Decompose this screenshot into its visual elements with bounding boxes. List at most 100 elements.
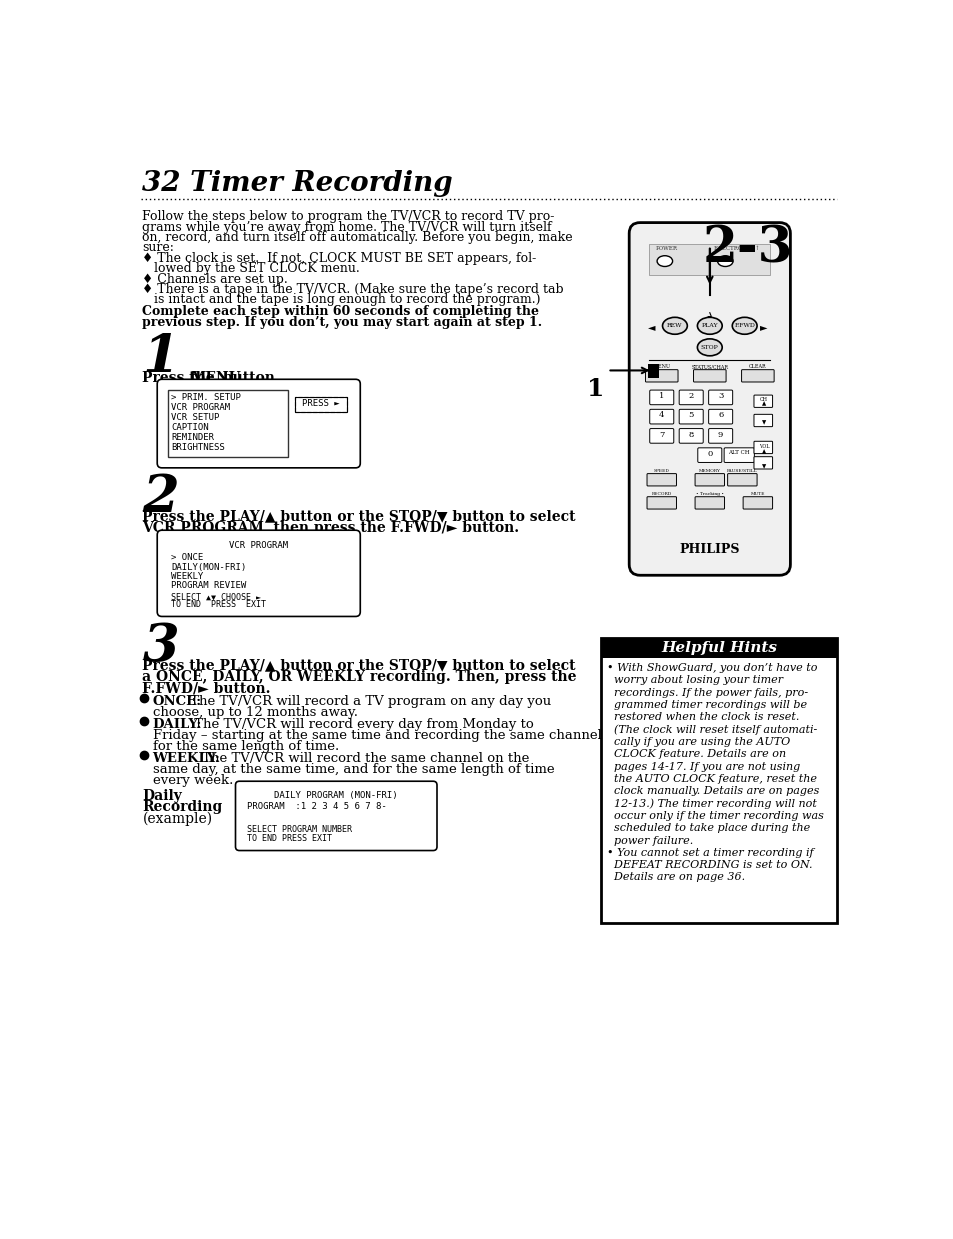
Text: DAILY(MON-FRI): DAILY(MON-FRI) <box>171 563 246 571</box>
FancyBboxPatch shape <box>727 473 757 486</box>
Text: VCR PROGRAM, then press the F.FWD/► button.: VCR PROGRAM, then press the F.FWD/► butt… <box>142 520 519 535</box>
Text: lowed by the SET CLOCK menu.: lowed by the SET CLOCK menu. <box>142 263 360 275</box>
Text: 6: 6 <box>718 411 722 419</box>
Text: ▲: ▲ <box>761 449 765 453</box>
Text: F.FWD: F.FWD <box>734 323 755 328</box>
Text: clock manually. Details are on pages: clock manually. Details are on pages <box>607 787 819 797</box>
Text: BRIGHTNESS: BRIGHTNESS <box>171 444 225 452</box>
Text: worry about losing your timer: worry about losing your timer <box>607 675 782 685</box>
Text: PROGRAM  :1 2 3 4 5 6 7 8-: PROGRAM :1 2 3 4 5 6 7 8- <box>247 802 387 812</box>
Text: REW: REW <box>666 323 682 328</box>
Bar <box>647 364 658 378</box>
Text: 4: 4 <box>659 411 664 419</box>
Text: ELECTRONIC ↑: ELECTRONIC ↑ <box>713 247 759 252</box>
Text: on, record, and turn itself off automatically. Before you begin, make: on, record, and turn itself off automati… <box>142 230 573 244</box>
Text: ▲: ▲ <box>761 401 765 406</box>
Ellipse shape <box>661 317 686 335</box>
FancyBboxPatch shape <box>157 530 360 617</box>
Text: PHILIPS: PHILIPS <box>679 543 740 556</box>
Text: choose, up to 12 months away.: choose, up to 12 months away. <box>152 706 357 719</box>
FancyBboxPatch shape <box>235 782 436 850</box>
Text: ▼: ▼ <box>761 420 765 425</box>
Text: scheduled to take place during the: scheduled to take place during the <box>607 823 810 833</box>
Text: 7: 7 <box>659 430 663 439</box>
Text: RECORD: RECORD <box>651 492 671 496</box>
FancyBboxPatch shape <box>695 473 723 486</box>
Text: ONCE:: ONCE: <box>152 695 201 707</box>
Text: button.: button. <box>218 370 280 385</box>
Text: The TV/VCR will record the same channel on the: The TV/VCR will record the same channel … <box>197 752 528 764</box>
Text: MENU: MENU <box>191 370 241 385</box>
Text: restored when the clock is reset.: restored when the clock is reset. <box>607 712 799 722</box>
Text: PROGRAM REVIEW: PROGRAM REVIEW <box>171 581 246 590</box>
Text: > ONCE: > ONCE <box>171 554 203 563</box>
Ellipse shape <box>697 339 721 356</box>
Text: 8: 8 <box>688 430 693 439</box>
Text: 2: 2 <box>142 472 179 523</box>
Text: F.FWD/► button.: F.FWD/► button. <box>142 681 271 695</box>
Text: recordings. If the power fails, pro-: recordings. If the power fails, pro- <box>607 688 808 698</box>
Text: for the same length of time.: for the same length of time. <box>152 740 338 752</box>
Text: cally if you are using the AUTO: cally if you are using the AUTO <box>607 737 790 747</box>
Text: occur only if the timer recording was: occur only if the timer recording was <box>607 810 823 821</box>
Text: 3: 3 <box>718 392 722 400</box>
Text: 12-13.) The timer recording will not: 12-13.) The timer recording will not <box>607 799 817 809</box>
FancyBboxPatch shape <box>294 396 347 413</box>
Text: ◄: ◄ <box>647 323 655 332</box>
FancyBboxPatch shape <box>742 497 772 509</box>
Text: Complete each step within 60 seconds of completing the: Complete each step within 60 seconds of … <box>142 305 539 318</box>
FancyBboxPatch shape <box>629 223 790 575</box>
FancyBboxPatch shape <box>679 390 702 405</box>
Text: • You cannot set a timer recording if: • You cannot set a timer recording if <box>607 847 813 857</box>
Text: Daily: Daily <box>142 789 182 803</box>
Text: 2: 2 <box>688 392 693 400</box>
FancyBboxPatch shape <box>646 473 676 486</box>
Text: CAPTION: CAPTION <box>171 424 209 432</box>
Text: power failure.: power failure. <box>607 835 693 845</box>
Text: STATUS/CHAR: STATUS/CHAR <box>691 364 727 369</box>
FancyBboxPatch shape <box>708 429 732 444</box>
Text: TO END PRESS EXIT: TO END PRESS EXIT <box>247 834 332 843</box>
Text: • With ShowGuard, you don’t have to: • With ShowGuard, you don’t have to <box>607 663 817 673</box>
Text: (example): (example) <box>142 812 213 826</box>
Text: WEEKLY: WEEKLY <box>171 571 203 581</box>
Text: Press the PLAY/▲ button or the STOP/▼ button to select: Press the PLAY/▲ button or the STOP/▼ bu… <box>142 658 576 672</box>
Text: The TV/VCR will record every day from Monday to: The TV/VCR will record every day from Mo… <box>190 719 533 731</box>
Text: 3: 3 <box>142 621 179 672</box>
Text: REMINDER: REMINDER <box>171 434 214 442</box>
Text: DAILY PROGRAM (MON-FRI): DAILY PROGRAM (MON-FRI) <box>274 792 397 800</box>
FancyBboxPatch shape <box>753 414 772 426</box>
Text: Details are on page 36.: Details are on page 36. <box>607 872 745 882</box>
Text: 0: 0 <box>706 450 712 457</box>
Text: the AUTO CLOCK feature, reset the: the AUTO CLOCK feature, reset the <box>607 774 817 784</box>
FancyBboxPatch shape <box>646 497 676 509</box>
FancyBboxPatch shape <box>753 457 772 470</box>
Text: VOL: VOL <box>758 444 768 449</box>
Text: MEMORY: MEMORY <box>699 470 720 473</box>
Text: MUTE: MUTE <box>750 492 764 496</box>
Text: SELECT ▲▼ CHOOSE ►: SELECT ▲▼ CHOOSE ► <box>171 592 261 602</box>
Text: WEEKLY:: WEEKLY: <box>152 752 220 764</box>
Text: VCR PROGRAM: VCR PROGRAM <box>229 541 288 550</box>
Ellipse shape <box>717 255 732 266</box>
Text: ♦ Channels are set up.: ♦ Channels are set up. <box>142 273 288 286</box>
FancyBboxPatch shape <box>753 441 772 453</box>
Text: same day, at the same time, and for the same length of time: same day, at the same time, and for the … <box>152 763 554 776</box>
Ellipse shape <box>732 317 757 335</box>
Text: Friday – starting at the same time and recording the same channel: Friday – starting at the same time and r… <box>152 729 600 742</box>
Text: 1: 1 <box>142 332 179 383</box>
Text: Press the: Press the <box>142 370 220 385</box>
FancyBboxPatch shape <box>740 369 773 382</box>
Text: PRESS ►: PRESS ► <box>301 399 339 409</box>
Text: previous step. If you don’t, you may start again at step 1.: previous step. If you don’t, you may sta… <box>142 316 542 328</box>
Text: SPEED: SPEED <box>653 470 669 473</box>
Text: SELECT PROGRAM NUMBER: SELECT PROGRAM NUMBER <box>247 825 352 834</box>
Text: > PRIM. SETUP: > PRIM. SETUP <box>171 393 241 403</box>
Bar <box>600 638 836 658</box>
FancyBboxPatch shape <box>679 429 702 444</box>
FancyBboxPatch shape <box>695 497 723 509</box>
Text: ►: ► <box>760 323 767 332</box>
Text: PLAY: PLAY <box>700 323 718 328</box>
Text: pages 14-17. If you are not using: pages 14-17. If you are not using <box>607 762 800 772</box>
Text: every week.: every week. <box>152 773 233 787</box>
